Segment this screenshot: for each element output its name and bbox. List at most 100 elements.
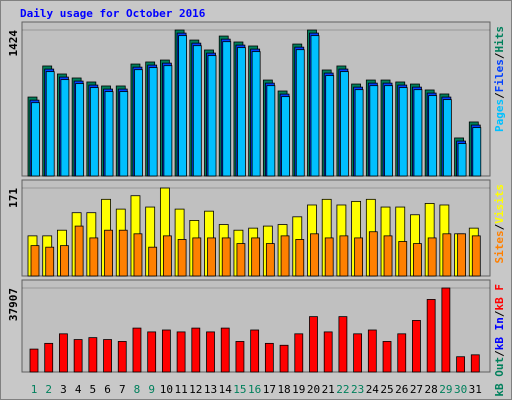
bar xyxy=(104,229,113,277)
bar xyxy=(382,341,392,373)
legend: Sites/Visits xyxy=(493,184,506,264)
bar xyxy=(221,237,231,277)
bar xyxy=(456,356,465,373)
bar xyxy=(397,333,407,373)
bar xyxy=(354,237,364,277)
legend-entry: Hits xyxy=(493,26,506,53)
bar xyxy=(325,75,335,177)
bar xyxy=(89,87,99,177)
x-tick-label: 30 xyxy=(454,383,467,396)
bar xyxy=(279,344,289,373)
x-tick-label: 24 xyxy=(366,383,380,396)
bar xyxy=(75,83,85,177)
x-tick-label: 16 xyxy=(248,383,261,396)
x-tick-label: 17 xyxy=(263,383,276,396)
chart-title: Daily usage for October 2016 xyxy=(20,7,206,20)
bar xyxy=(45,246,55,277)
bar xyxy=(413,89,423,177)
bar xyxy=(133,233,143,277)
bar xyxy=(442,99,452,177)
bar xyxy=(442,233,452,277)
bar xyxy=(29,348,39,373)
bar xyxy=(412,320,421,373)
bar xyxy=(310,35,320,177)
bar xyxy=(398,241,408,277)
x-tick-label: 28 xyxy=(425,383,438,396)
x-tick-label: 22 xyxy=(336,383,349,396)
y-tick-label: 37907 xyxy=(7,288,20,321)
bar xyxy=(251,237,261,277)
bar xyxy=(280,235,290,277)
bar xyxy=(295,49,305,177)
x-tick-label: 31 xyxy=(469,383,482,396)
x-tick-label: 13 xyxy=(204,383,217,396)
bar xyxy=(472,127,482,177)
bar xyxy=(413,243,422,277)
y-tick-label: 1424 xyxy=(7,30,20,57)
bar xyxy=(369,85,379,177)
bar xyxy=(45,71,55,177)
bar xyxy=(148,67,158,177)
bar xyxy=(103,339,112,373)
bar xyxy=(148,246,158,277)
bar xyxy=(60,245,69,277)
bar xyxy=(339,235,349,277)
x-tick-label: 4 xyxy=(75,383,82,396)
bar xyxy=(176,331,186,373)
bar xyxy=(177,239,187,277)
bar xyxy=(59,333,68,373)
bar xyxy=(206,331,215,373)
bar xyxy=(119,91,129,177)
bar xyxy=(88,337,98,373)
bar xyxy=(266,85,276,177)
x-tick-label: 9 xyxy=(148,383,155,396)
bar xyxy=(264,342,274,373)
bar xyxy=(384,85,393,177)
bar xyxy=(192,45,202,177)
bar xyxy=(294,333,304,373)
legend-entry: Files xyxy=(493,59,506,92)
y-tick-label: 171 xyxy=(7,188,20,208)
legend-entry: Sites xyxy=(493,230,506,263)
bar xyxy=(236,243,246,277)
legend-entry: kB F xyxy=(493,284,506,311)
bar xyxy=(324,237,334,277)
x-tick-label: 6 xyxy=(104,383,111,396)
x-tick-label: 18 xyxy=(277,383,290,396)
bar xyxy=(74,225,84,277)
bar xyxy=(117,341,127,373)
legend-entry: Visits xyxy=(493,184,506,224)
x-tick-label: 8 xyxy=(134,383,141,396)
bar xyxy=(132,327,142,373)
bar xyxy=(340,71,349,177)
legend-separator: / xyxy=(493,52,506,59)
bar xyxy=(353,333,363,373)
bar xyxy=(162,235,172,277)
bar xyxy=(60,79,70,177)
bar xyxy=(457,143,467,177)
x-tick-label: 23 xyxy=(351,383,364,396)
x-tick-label: 15 xyxy=(233,383,246,396)
bar xyxy=(323,331,333,373)
bar xyxy=(383,235,393,277)
bar xyxy=(147,331,157,373)
bar xyxy=(251,51,261,177)
bar xyxy=(426,299,436,373)
legend: kB Out/kB In/kB F xyxy=(493,284,506,397)
x-tick-label: 3 xyxy=(60,383,67,396)
bar xyxy=(134,69,143,177)
x-tick-label: 12 xyxy=(189,383,202,396)
bar xyxy=(118,229,128,277)
legend-entry: kB In xyxy=(493,317,506,350)
bar xyxy=(30,245,40,277)
bar xyxy=(163,65,173,177)
bar xyxy=(354,89,364,177)
bar xyxy=(73,339,83,373)
bar xyxy=(222,41,232,177)
bar xyxy=(220,327,230,373)
bar xyxy=(310,233,319,277)
bar xyxy=(207,237,216,277)
bar xyxy=(192,237,202,277)
bar xyxy=(309,316,318,373)
